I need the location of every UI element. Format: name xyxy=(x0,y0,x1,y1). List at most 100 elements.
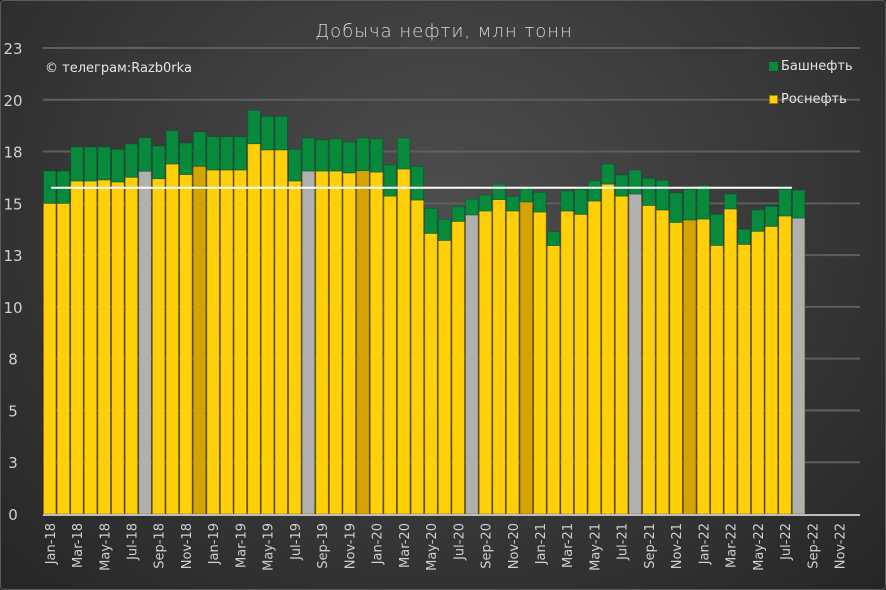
bar-rosneft xyxy=(778,215,792,515)
bar-rosneft xyxy=(274,149,288,515)
x-tick-label: Mar-22 xyxy=(725,523,740,568)
y-tick-label: 20 xyxy=(3,92,22,110)
bar-bashneft xyxy=(655,179,670,211)
bar-rosneft xyxy=(696,218,710,515)
x-tick-label: Jul-19 xyxy=(289,523,304,561)
bar-bashneft xyxy=(70,146,84,182)
bar-bashneft xyxy=(233,136,247,171)
bar-bashneft xyxy=(206,136,220,171)
bar-bashneft xyxy=(574,188,588,215)
legend-item-bashneft: Башнефть xyxy=(769,59,853,74)
bar-bashneft xyxy=(764,205,779,227)
bar-rosneft xyxy=(723,208,738,515)
bar-bashneft xyxy=(642,177,656,206)
bar-bashneft xyxy=(751,209,765,232)
bar-rosneft xyxy=(437,240,452,515)
y-tick-label: 5 xyxy=(8,402,18,420)
bar-bashneft xyxy=(274,115,288,151)
bar-bashneft xyxy=(260,115,275,151)
x-tick-label: Jan-22 xyxy=(697,523,712,565)
bar-rosneft xyxy=(220,169,234,515)
bar-bashneft xyxy=(792,189,806,219)
bar-rosneft xyxy=(710,244,724,515)
bar-rosneft xyxy=(628,193,642,515)
bar-bashneft xyxy=(329,138,343,172)
x-tick-label: Jul-20 xyxy=(452,523,467,561)
bar-bashneft xyxy=(288,148,302,182)
bar-rosneft xyxy=(356,170,370,515)
x-tick-label: Nov-20 xyxy=(507,523,522,569)
bar-rosneft xyxy=(533,211,547,515)
y-tick-label: 10 xyxy=(3,299,22,317)
bar-rosneft xyxy=(97,179,111,515)
bar-bashneft xyxy=(192,131,207,167)
bar-bashneft xyxy=(533,191,547,213)
x-tick-label: Mar-21 xyxy=(561,523,576,568)
bar-rosneft xyxy=(587,200,601,515)
bar-rosneft xyxy=(192,165,207,515)
bar-bashneft xyxy=(601,163,615,185)
y-tick-label: 15 xyxy=(3,195,22,213)
bar-rosneft xyxy=(288,180,302,515)
x-tick-label: Sep-22 xyxy=(806,523,821,569)
legend-swatch-bashneft xyxy=(769,62,778,71)
bar-bashneft xyxy=(683,188,697,221)
bar-bashneft xyxy=(723,193,738,210)
bar-bashneft xyxy=(383,164,397,197)
bar-bashneft xyxy=(83,146,98,182)
credit-annotation: © телеграм:Razb0rka xyxy=(45,61,192,76)
bar-bashneft xyxy=(247,109,261,145)
bar-bashneft xyxy=(124,143,139,178)
x-tick-label: Sep-20 xyxy=(480,523,495,569)
bar-rosneft xyxy=(111,181,125,515)
bar-bashneft xyxy=(778,188,792,217)
x-tick-label: Jul-22 xyxy=(779,523,794,561)
x-tick-label: Jul-18 xyxy=(126,523,141,561)
bar-rosneft xyxy=(206,169,220,515)
bar-rosneft xyxy=(492,199,506,515)
x-tick-label: Nov-18 xyxy=(180,523,195,569)
x-tick-label: Nov-19 xyxy=(343,523,358,569)
bar-rosneft xyxy=(560,210,574,515)
y-tick-label: 0 xyxy=(8,506,18,524)
bar-rosneft xyxy=(70,180,84,515)
bar-rosneft xyxy=(546,245,561,515)
bar-bashneft xyxy=(465,198,479,216)
bar-rosneft xyxy=(655,209,670,515)
bar-bashneft xyxy=(615,174,629,197)
bar-rosneft xyxy=(519,201,533,515)
x-tick-label: Nov-21 xyxy=(670,523,685,569)
legend-label-rosneft: Роснефть xyxy=(781,92,847,107)
x-tick-label: Sep-21 xyxy=(643,523,658,569)
bar-rosneft xyxy=(315,170,329,515)
x-tick-label: May-21 xyxy=(588,523,603,571)
bar-rosneft xyxy=(574,213,588,515)
bar-bashneft xyxy=(342,141,356,174)
bar-rosneft xyxy=(260,149,275,515)
bar-rosneft xyxy=(397,168,411,515)
x-tick-label: Mar-20 xyxy=(398,523,413,568)
bar-bashneft xyxy=(737,228,751,245)
bar-rosneft xyxy=(615,195,629,515)
bar-rosneft xyxy=(737,243,751,515)
x-tick-label: Mar-18 xyxy=(71,523,86,568)
bar-rosneft xyxy=(43,202,57,515)
bar-rosneft xyxy=(165,163,179,515)
bar-bashneft xyxy=(301,137,316,172)
bar-rosneft xyxy=(247,143,261,515)
bar-bashneft xyxy=(356,137,370,172)
bar-rosneft xyxy=(383,195,397,515)
bar-bashneft xyxy=(437,218,452,241)
bar-bashneft xyxy=(138,137,152,172)
bar-rosneft xyxy=(764,225,779,515)
y-tick-label: 8 xyxy=(8,351,18,369)
bar-bashneft xyxy=(410,165,424,201)
bar-rosneft xyxy=(369,171,384,515)
bar-bashneft xyxy=(179,142,193,175)
bar-bashneft xyxy=(220,136,234,171)
bar-bashneft xyxy=(669,192,683,223)
bar-bashneft xyxy=(492,183,506,201)
bar-bashneft xyxy=(546,231,561,246)
bar-rosneft xyxy=(152,178,166,515)
